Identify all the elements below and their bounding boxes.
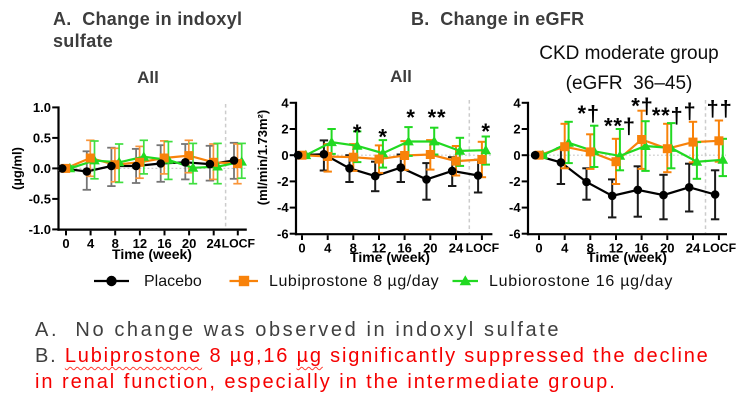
svg-text:**: ** — [428, 105, 447, 130]
svg-text:LOCF: LOCF — [466, 241, 500, 255]
svg-text:*: * — [406, 105, 415, 130]
svg-text:-2: -2 — [509, 174, 521, 189]
svg-text:4: 4 — [513, 95, 521, 110]
svg-text:†: † — [683, 99, 696, 124]
svg-text:Time (week): Time (week) — [587, 249, 667, 265]
svg-text:0: 0 — [513, 148, 520, 163]
svg-text:2: 2 — [281, 122, 288, 137]
svg-text:-0.5: -0.5 — [29, 192, 51, 207]
svg-text:8: 8 — [112, 236, 119, 251]
svg-text:Time (week): Time (week) — [350, 249, 430, 265]
svg-text:0: 0 — [298, 241, 305, 256]
svg-text:24: 24 — [206, 236, 221, 251]
svg-text:16: 16 — [157, 236, 171, 251]
svg-text:24: 24 — [449, 241, 464, 256]
svg-text:20: 20 — [423, 241, 437, 256]
svg-text:-4: -4 — [509, 200, 521, 215]
svg-text:12: 12 — [372, 241, 386, 256]
svg-text:4: 4 — [281, 95, 289, 110]
svg-text:24: 24 — [686, 241, 701, 256]
svg-text:-4: -4 — [277, 200, 289, 215]
svg-text:4: 4 — [324, 241, 332, 256]
svg-text:-1.0: -1.0 — [29, 222, 51, 237]
svg-text:(ml/min/1.73m²): (ml/min/1.73m²) — [255, 110, 270, 205]
svg-text:0: 0 — [62, 236, 69, 251]
svg-text:12: 12 — [133, 236, 147, 251]
svg-text:16: 16 — [634, 241, 648, 256]
svg-text:8: 8 — [350, 241, 357, 256]
svg-text:2: 2 — [513, 122, 520, 137]
svg-text:0.0: 0.0 — [33, 161, 51, 176]
svg-text:LOCF: LOCF — [703, 241, 737, 255]
svg-text:*†: *† — [631, 94, 653, 119]
svg-text:**†: **† — [604, 114, 636, 139]
svg-text:4: 4 — [87, 236, 95, 251]
svg-text:**†: **† — [652, 103, 684, 128]
svg-text:*: * — [353, 120, 362, 145]
svg-text:8: 8 — [587, 241, 594, 256]
svg-text:*: * — [378, 125, 387, 150]
svg-text:††: †† — [707, 96, 733, 121]
svg-text:(µg/ml): (µg/ml) — [10, 147, 25, 190]
svg-text:*: * — [481, 119, 490, 144]
svg-text:1.0: 1.0 — [33, 100, 51, 115]
svg-text:20: 20 — [660, 241, 674, 256]
svg-text:-6: -6 — [277, 226, 289, 241]
svg-text:4: 4 — [561, 241, 569, 256]
svg-text:-2: -2 — [277, 174, 289, 189]
svg-text:*†: *† — [577, 101, 599, 126]
svg-text:0: 0 — [535, 241, 542, 256]
svg-text:-6: -6 — [509, 226, 521, 241]
svg-text:12: 12 — [609, 241, 623, 256]
svg-text:0.5: 0.5 — [33, 131, 51, 146]
svg-text:Time (week): Time (week) — [112, 246, 192, 262]
svg-text:20: 20 — [182, 236, 196, 251]
svg-text:16: 16 — [397, 241, 411, 256]
svg-text:0: 0 — [281, 148, 288, 163]
svg-text:LOCF: LOCF — [222, 236, 256, 250]
